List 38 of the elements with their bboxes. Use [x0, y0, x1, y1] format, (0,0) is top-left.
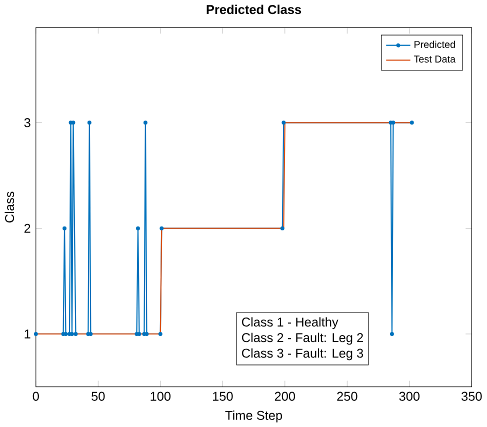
x-axis-title: Time Step	[225, 410, 282, 422]
point	[160, 226, 164, 230]
point	[62, 226, 67, 230]
point	[87, 120, 92, 125]
x-tick-label: 350	[462, 392, 482, 401]
x-tick-label: 100	[150, 392, 171, 401]
point	[280, 226, 284, 230]
annotation: Class 1 - Healthy	[242, 317, 338, 330]
point	[143, 120, 148, 125]
point	[71, 120, 76, 125]
x-tick-label: 0	[32, 392, 39, 401]
annotation: Class 2 - Fault: Leg 2	[242, 332, 363, 345]
point	[136, 226, 140, 230]
point	[158, 332, 162, 336]
x-tick-label: 150	[212, 392, 233, 401]
chart-title: Predicted Class	[206, 4, 302, 14]
point	[137, 332, 142, 336]
y-axis-title: Class	[4, 192, 14, 222]
point	[64, 332, 68, 336]
x-tick-label: 50	[92, 392, 105, 401]
y-tick-label: 2	[24, 224, 30, 233]
point	[390, 332, 394, 336]
x-tick-label: 250	[337, 392, 358, 401]
point	[144, 332, 149, 336]
legend-label: Predicted	[414, 40, 455, 48]
annotation: Class 3 - Fault: Leg 3	[242, 348, 364, 360]
point	[34, 332, 38, 336]
point	[282, 120, 286, 125]
point	[391, 120, 396, 125]
y-tick-label: 1	[24, 330, 30, 338]
x-tick-label: 300	[399, 392, 420, 401]
point	[410, 120, 414, 125]
point	[70, 332, 74, 336]
legend-label: Test Data	[414, 56, 456, 63]
y-tick-label: 3	[24, 118, 30, 128]
point	[88, 332, 93, 336]
x-tick-label: 200	[274, 392, 296, 401]
point	[74, 332, 78, 336]
